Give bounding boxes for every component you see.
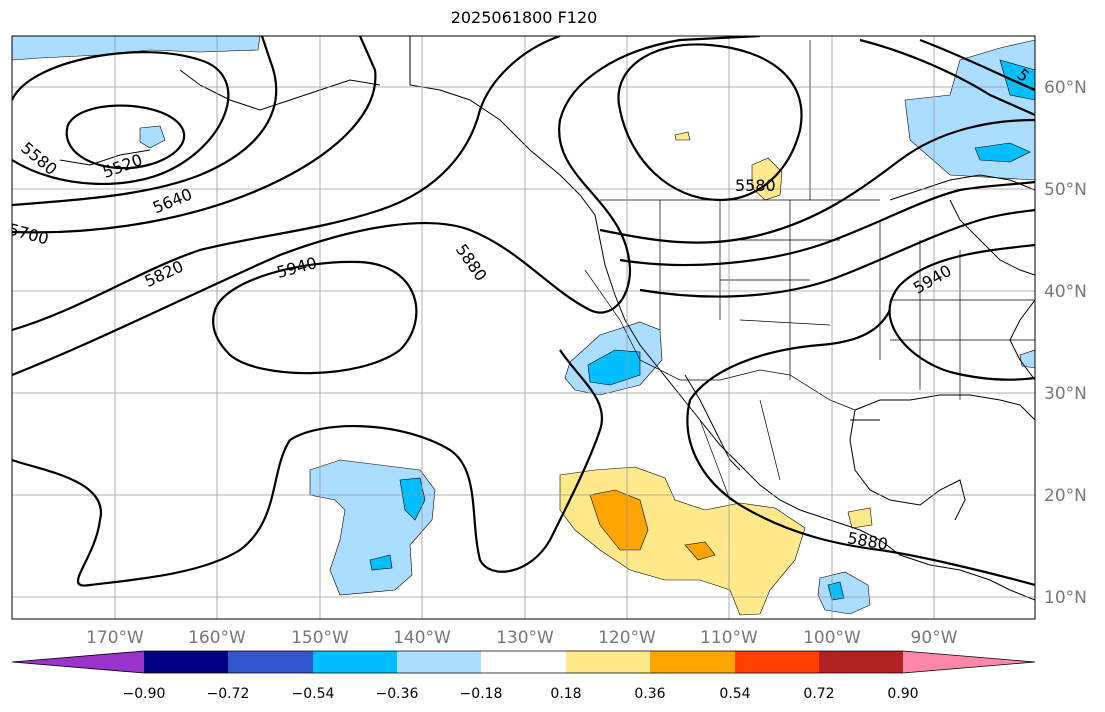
colorbar-outline	[11, 650, 1036, 674]
colorbar-cell	[144, 651, 228, 673]
colorbar-cell	[12, 651, 144, 673]
colorbar-tick: 0.54	[719, 686, 750, 702]
lon-label: 140°W	[393, 628, 451, 648]
height-contours	[12, 36, 1035, 587]
lat-label: 40°N	[1044, 282, 1087, 302]
lat-label: 30°N	[1044, 384, 1087, 404]
lon-label: 160°W	[188, 628, 246, 648]
contour-5580-canada	[617, 43, 803, 202]
negative-anomaly-pacific-core	[399, 477, 426, 521]
contour-canada-3	[639, 208, 1035, 298]
negative-anomaly-pacific-core2	[369, 554, 393, 571]
colorbar-tick: −0.54	[292, 686, 335, 702]
colorbar-cells	[11, 650, 1036, 674]
lon-label: 120°W	[598, 628, 656, 648]
lat-label: 50°N	[1044, 180, 1087, 200]
contour-5580-west	[12, 51, 230, 186]
contour-canada-1	[599, 118, 1035, 244]
contour-ne-2	[919, 38, 1035, 92]
colorbar-cell	[566, 651, 650, 673]
colorbar-cell	[735, 651, 819, 673]
contour-5700	[12, 36, 377, 234]
map-frame	[11, 35, 1036, 620]
negative-anomaly-central-america	[817, 571, 871, 615]
lon-label: 110°W	[700, 628, 758, 648]
negative-anomaly-canada-core2	[974, 142, 1031, 163]
map-background	[12, 36, 1035, 619]
lat-label: 20°N	[1044, 486, 1087, 506]
colorbar-tick: 0.72	[803, 686, 834, 702]
contour-mexico	[686, 399, 1035, 587]
colorbar-tick: 0.90	[887, 686, 918, 702]
lon-label: 130°W	[496, 628, 554, 648]
positive-anomaly-gulf	[847, 507, 873, 529]
positive-anomaly-core	[589, 489, 649, 551]
colorbar-tick: −0.72	[207, 686, 250, 702]
positive-anomaly-small1	[674, 131, 691, 141]
contour-5820	[12, 36, 561, 332]
contour-5940-west	[212, 260, 418, 375]
colorbar-ticks: −0.90 −0.72 −0.54 −0.36 −0.18 0.18 0.36 …	[123, 686, 919, 702]
contour-5880	[12, 36, 761, 377]
map-title: 2025061800 F120	[450, 8, 598, 27]
lon-label: 150°W	[291, 628, 349, 648]
colorbar-cell	[481, 651, 566, 673]
lon-label: 170°W	[86, 628, 144, 648]
lon-label: 90°W	[911, 628, 958, 648]
contour-label-5580-canada: 5580	[735, 176, 776, 195]
lon-label: 100°W	[803, 628, 861, 648]
colorbar-cell	[903, 651, 1035, 673]
lat-label: 10°N	[1044, 588, 1087, 608]
contour-5640	[12, 36, 278, 207]
colorbar-tick: −0.18	[460, 686, 503, 702]
negative-anomaly-canada-core	[999, 59, 1035, 101]
graticule	[12, 36, 1035, 619]
lat-label: 60°N	[1044, 78, 1087, 98]
colorbar-cell	[228, 651, 313, 673]
contour-canada-2	[619, 180, 1035, 267]
colorbar-cell	[313, 651, 397, 673]
colorbar-tick: 0.36	[634, 686, 665, 702]
colorbar: −0.90 −0.72 −0.54 −0.36 −0.18 0.18 0.36 …	[11, 650, 1036, 702]
contour-mexico-2	[689, 309, 891, 401]
negative-anomaly-alaska-pocket	[139, 125, 166, 149]
contour-5520	[65, 104, 186, 170]
colorbar-tick: 0.18	[550, 686, 581, 702]
colorbar-tick: −0.36	[376, 686, 419, 702]
longitude-labels: 170°W 160°W 150°W 140°W 130°W 120°W 110°…	[86, 628, 958, 648]
colorbar-cell	[397, 651, 481, 673]
negative-anomaly-alaska-nw	[12, 36, 261, 61]
contour-ne	[859, 38, 1035, 117]
colorbar-tick: −0.90	[123, 686, 166, 702]
colorbar-cell	[650, 651, 735, 673]
colorbar-cell	[819, 651, 903, 673]
positive-anomaly-core2	[684, 541, 716, 561]
contour-5880-south	[12, 349, 603, 587]
contour-5940-east	[888, 243, 1035, 381]
latitude-labels: 60°N 50°N 40°N 30°N 20°N 10°N	[1044, 78, 1087, 608]
